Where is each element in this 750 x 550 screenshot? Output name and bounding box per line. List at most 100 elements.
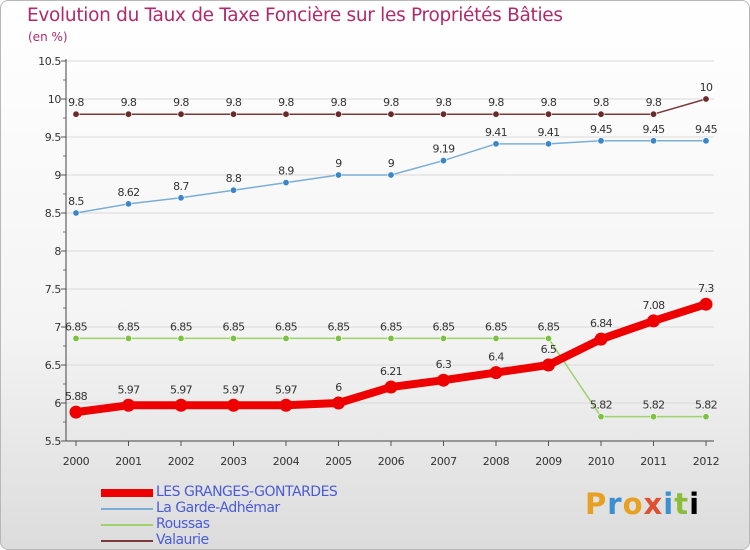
- y-tick-label: 8: [54, 245, 61, 258]
- series-lines: [69, 95, 713, 421]
- y-tick-label: 10.5: [38, 55, 61, 68]
- legend: LES GRANGES-GONTARDES La Garde-Adhémar R…: [101, 484, 401, 549]
- data-point: [332, 396, 345, 410]
- data-point: [702, 95, 710, 103]
- x-tick-label: 2012: [693, 455, 719, 468]
- data-label: 5.97: [170, 383, 193, 396]
- chart-title: Evolution du Taux de Taxe Foncière sur l…: [27, 5, 563, 26]
- y-tick-label: 9.5: [45, 131, 62, 144]
- data-label: 9.8: [488, 96, 504, 109]
- data-label: 8.62: [117, 186, 139, 199]
- data-point: [594, 332, 608, 346]
- data-label: 6: [335, 381, 342, 394]
- data-point: [597, 137, 605, 145]
- logo-letter: P: [585, 487, 608, 521]
- data-label: 6.3: [436, 358, 452, 371]
- legend-swatch-valaurie: [101, 540, 153, 542]
- legend-label: LES GRANGES-GONTARDES: [156, 484, 338, 500]
- data-point: [492, 334, 500, 342]
- data-label: 5.82: [642, 399, 664, 412]
- data-point: [282, 110, 290, 118]
- data-point: [384, 380, 398, 394]
- data-point: [439, 334, 447, 342]
- series-la-garde-adhemar: [72, 137, 710, 217]
- data-point: [125, 110, 133, 118]
- data-point: [72, 110, 80, 118]
- data-label: 6.4: [488, 351, 504, 364]
- data-label: 6.85: [432, 320, 455, 333]
- data-label: 6.5: [541, 343, 557, 356]
- data-point: [72, 334, 80, 342]
- y-tick-label: 10: [48, 93, 62, 106]
- series-les-granges-gontardes: [69, 297, 713, 419]
- data-label: 5.97: [117, 383, 140, 396]
- data-point: [125, 200, 133, 208]
- data-point: [72, 209, 80, 217]
- legend-swatch-la-garde-adhemar: [101, 508, 153, 510]
- data-label: 5.82: [695, 399, 717, 412]
- data-label: 9.19: [432, 143, 455, 156]
- data-label: 9.8: [226, 96, 242, 109]
- data-label: 9.8: [173, 96, 189, 109]
- data-point: [492, 110, 500, 118]
- logo-letter: t: [674, 487, 690, 521]
- data-label: 8.9: [278, 165, 294, 178]
- x-tick-label: 2008: [483, 455, 510, 468]
- data-point: [489, 366, 503, 380]
- data-label: 6.85: [170, 320, 193, 333]
- data-label: 9.45: [695, 123, 718, 136]
- x-tick-label: 2002: [168, 455, 194, 468]
- data-point: [492, 140, 500, 148]
- data-point: [177, 194, 185, 202]
- data-point: [649, 137, 657, 145]
- data-point: [544, 110, 552, 118]
- x-tick-label: 2001: [115, 455, 141, 468]
- data-point: [230, 186, 238, 194]
- legend-label: La Garde-Adhémar: [156, 500, 280, 516]
- data-labels: 5.88 5.97 5.97 5.97 5.97 6 6.21 6.3 6.4 6.5 6.84 7.…: [65, 81, 718, 412]
- data-label: 7.3: [698, 282, 714, 295]
- x-tick-label: 2006: [378, 455, 405, 468]
- data-point: [334, 334, 342, 342]
- data-point: [597, 413, 605, 421]
- data-label: 8.8: [226, 172, 242, 185]
- data-label: 8.7: [173, 180, 189, 193]
- data-label: 9.45: [642, 123, 665, 136]
- data-point: [647, 314, 660, 328]
- proxiti-logo: Proxiti: [585, 487, 700, 521]
- logo-letter: i: [663, 487, 675, 521]
- data-label: 6.85: [485, 320, 508, 333]
- data-point: [177, 334, 185, 342]
- data-label: 9.8: [331, 96, 347, 109]
- data-label: 6.85: [327, 320, 350, 333]
- data-point: [542, 358, 555, 372]
- series-roussas: [72, 334, 710, 421]
- data-point: [69, 405, 83, 419]
- data-label: 6.85: [117, 320, 140, 333]
- data-label: 5.82: [590, 399, 612, 412]
- data-point: [702, 137, 710, 145]
- legend-item-roussas: Roussas: [101, 516, 401, 533]
- x-tick-label: 2011: [640, 455, 666, 468]
- data-point: [334, 110, 342, 118]
- data-point: [649, 110, 657, 118]
- data-point: [334, 171, 342, 179]
- data-point: [387, 171, 395, 179]
- data-point: [702, 413, 710, 421]
- data-point: [279, 398, 293, 412]
- data-label: 5.88: [65, 390, 88, 403]
- logo-letter: x: [643, 487, 664, 521]
- data-label: 5.97: [222, 383, 245, 396]
- legend-swatch-roussas: [101, 524, 153, 526]
- y-tick-label: 8.5: [45, 207, 62, 220]
- y-tick-label: 7: [54, 321, 61, 334]
- data-label: 8.5: [68, 195, 84, 208]
- data-label: 10: [700, 81, 713, 94]
- data-point: [439, 110, 447, 118]
- data-point: [282, 179, 290, 187]
- y-tick-label: 6: [54, 397, 61, 410]
- y-tick-label: 9: [54, 169, 61, 182]
- x-tick-label: 2009: [535, 455, 562, 468]
- data-label: 9.8: [68, 96, 84, 109]
